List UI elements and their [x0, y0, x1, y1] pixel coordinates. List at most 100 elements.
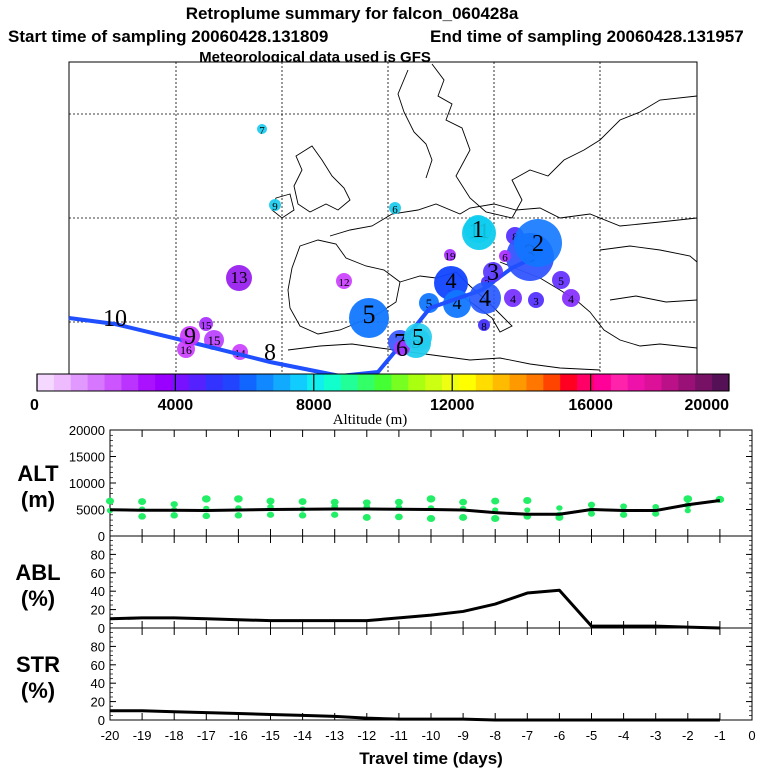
colorbar-cell	[577, 374, 595, 391]
y-tick-label: 15000	[69, 450, 105, 465]
x-tick-label: -13	[325, 728, 344, 743]
x-tick-label: -12	[357, 728, 376, 743]
trajectory-day-label: 3	[487, 260, 499, 286]
colorbar-cell	[661, 374, 679, 391]
plume-blob	[478, 319, 490, 331]
colorbar-cell	[307, 374, 325, 391]
alt-spread-point	[683, 495, 693, 503]
y-tick-label: 80	[91, 639, 105, 654]
colorbar-cell	[695, 374, 713, 391]
x-tick-label: -9	[457, 728, 469, 743]
colorbar-cell	[509, 374, 527, 391]
x-tick-label: -10	[422, 728, 441, 743]
alt-spread-point	[234, 512, 243, 519]
trajectory-day-marker	[514, 219, 562, 267]
plume-blob	[336, 273, 352, 289]
colorbar-cell	[357, 374, 376, 391]
colorbar-tick-label: 20000	[685, 397, 730, 414]
alt-spread-point	[619, 511, 628, 518]
trajectory-day-marker	[180, 326, 200, 346]
plume-blob-label: 15	[208, 333, 221, 348]
colorbar-cell	[138, 374, 156, 391]
y-tick-label: 0	[98, 713, 105, 728]
trajectory-day-label: 8	[264, 340, 276, 366]
alt-spread-point	[394, 513, 403, 521]
colorbar-cell	[408, 374, 426, 391]
panel-ylabel-unit: (m)	[21, 487, 55, 512]
alt-spread-point	[491, 514, 500, 523]
colorbar-cell	[273, 374, 291, 391]
plume-blob	[226, 265, 252, 291]
colorbar-cell	[458, 374, 477, 391]
colorbar-cell	[543, 374, 561, 391]
panel-frame	[109, 627, 753, 721]
colorbar-cell	[560, 374, 578, 391]
y-tick-label: 20	[91, 603, 105, 618]
y-tick-label: 10000	[69, 476, 105, 491]
alt-spread-point	[426, 495, 436, 503]
colorbar-tick-label: 4000	[158, 397, 194, 414]
series-line	[110, 709, 720, 722]
x-tick-label: -7	[522, 728, 534, 743]
colorbar-label: Altitude (m)	[333, 412, 408, 428]
colorbar-cell	[205, 374, 224, 391]
alt-spread-point	[138, 498, 147, 505]
plume-blob	[199, 317, 213, 331]
alt-spread-point	[138, 513, 146, 520]
panel-ylabel-unit: (%)	[21, 586, 55, 611]
y-tick-label: 0	[98, 529, 105, 544]
plume-blob-label: 19	[445, 251, 457, 263]
x-tick-label: -18	[165, 728, 184, 743]
panel-ylabel-unit: (%)	[21, 678, 55, 703]
plume-blob	[389, 202, 401, 214]
start-time-label: Start time of sampling 20060428.131809	[8, 27, 328, 46]
trajectory-day-label: 6	[396, 336, 408, 362]
plume-blob-label: 16	[180, 344, 192, 357]
y-tick-label: 0	[98, 621, 105, 636]
alt-spread-point	[491, 497, 500, 505]
colorbar-cell	[188, 374, 207, 391]
alt-spread-point	[394, 498, 403, 506]
colorbar-cell	[239, 374, 257, 391]
alt-spread-point	[362, 499, 371, 506]
colorbar-cell	[492, 374, 511, 391]
panel-abl: ABL(%) 0 20 40 60 80	[15, 535, 753, 636]
plume-blob-label: 6	[502, 252, 508, 264]
alt-spread-point	[330, 498, 339, 506]
trajectory-day-label: 2	[532, 231, 544, 257]
alt-spread-point	[684, 507, 691, 514]
panel-ylabel: ABL	[15, 560, 60, 585]
colorbar-cell	[374, 374, 392, 391]
africa-coast	[287, 343, 601, 371]
plume-blob-label: 4	[452, 293, 461, 313]
alt-spread-point	[170, 501, 178, 508]
plume-blob-label: 8	[481, 321, 487, 333]
plume-blob-label: 15	[201, 320, 213, 332]
plume-blob-label: 5	[426, 296, 433, 311]
colorbar-cell	[340, 374, 359, 391]
trajectory-day-labels: 10987654321	[103, 215, 562, 366]
alt-spread-point	[620, 503, 627, 510]
trajectory-day-marker	[483, 262, 503, 282]
x-tick-label: -5	[586, 728, 598, 743]
x-tick-label: -4	[618, 728, 630, 743]
plume-blob	[444, 249, 456, 261]
y-tick-label: 40	[91, 676, 105, 691]
x-tick-label: -6	[554, 728, 566, 743]
scandinavia-coast	[431, 63, 698, 219]
colorbar-cells	[37, 374, 730, 391]
x-tick-label: -3	[650, 728, 662, 743]
colorbar-tick-label: 12000	[430, 397, 475, 414]
plume-blob-label: 7	[259, 125, 265, 137]
alt-spread-point	[266, 497, 275, 505]
colorbar-cell	[37, 374, 55, 391]
x-tick-label: -15	[261, 728, 280, 743]
colorbar-cell	[104, 374, 122, 391]
plume-blob-label: 13	[231, 268, 248, 287]
alt-spread-point	[298, 512, 307, 519]
panel-ylabel: ALT	[17, 461, 59, 486]
plume-blob	[269, 199, 281, 211]
plume-blob-label: 5	[558, 275, 564, 288]
alt-spread-point	[266, 511, 275, 518]
